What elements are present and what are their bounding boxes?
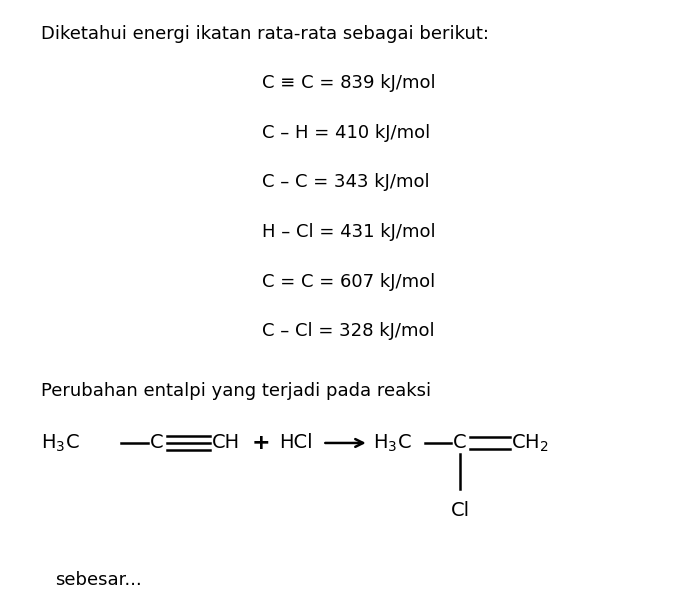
Text: +: + xyxy=(251,433,270,453)
Text: C: C xyxy=(453,433,466,453)
Text: HCl: HCl xyxy=(279,433,313,453)
Text: H – Cl = 431 kJ/mol: H – Cl = 431 kJ/mol xyxy=(262,223,435,241)
Text: C – C = 343 kJ/mol: C – C = 343 kJ/mol xyxy=(262,174,429,192)
Text: H$_3$C: H$_3$C xyxy=(373,432,412,454)
Text: C = C = 607 kJ/mol: C = C = 607 kJ/mol xyxy=(262,273,435,291)
Text: H$_3$C: H$_3$C xyxy=(41,432,80,454)
Text: CH$_2$: CH$_2$ xyxy=(511,432,549,454)
Text: C ≡ C = 839 kJ/mol: C ≡ C = 839 kJ/mol xyxy=(262,74,435,92)
Text: Diketahui energi ikatan rata-rata sebagai berikut:: Diketahui energi ikatan rata-rata sebaga… xyxy=(41,25,489,42)
Text: C: C xyxy=(150,433,163,453)
Text: CH: CH xyxy=(212,433,240,453)
Text: sebesar...: sebesar... xyxy=(55,570,142,589)
Text: C – H = 410 kJ/mol: C – H = 410 kJ/mol xyxy=(262,124,430,142)
Text: C – Cl = 328 kJ/mol: C – Cl = 328 kJ/mol xyxy=(262,322,435,340)
Text: Perubahan entalpi yang terjadi pada reaksi: Perubahan entalpi yang terjadi pada reak… xyxy=(41,381,431,400)
Text: Cl: Cl xyxy=(451,501,470,520)
